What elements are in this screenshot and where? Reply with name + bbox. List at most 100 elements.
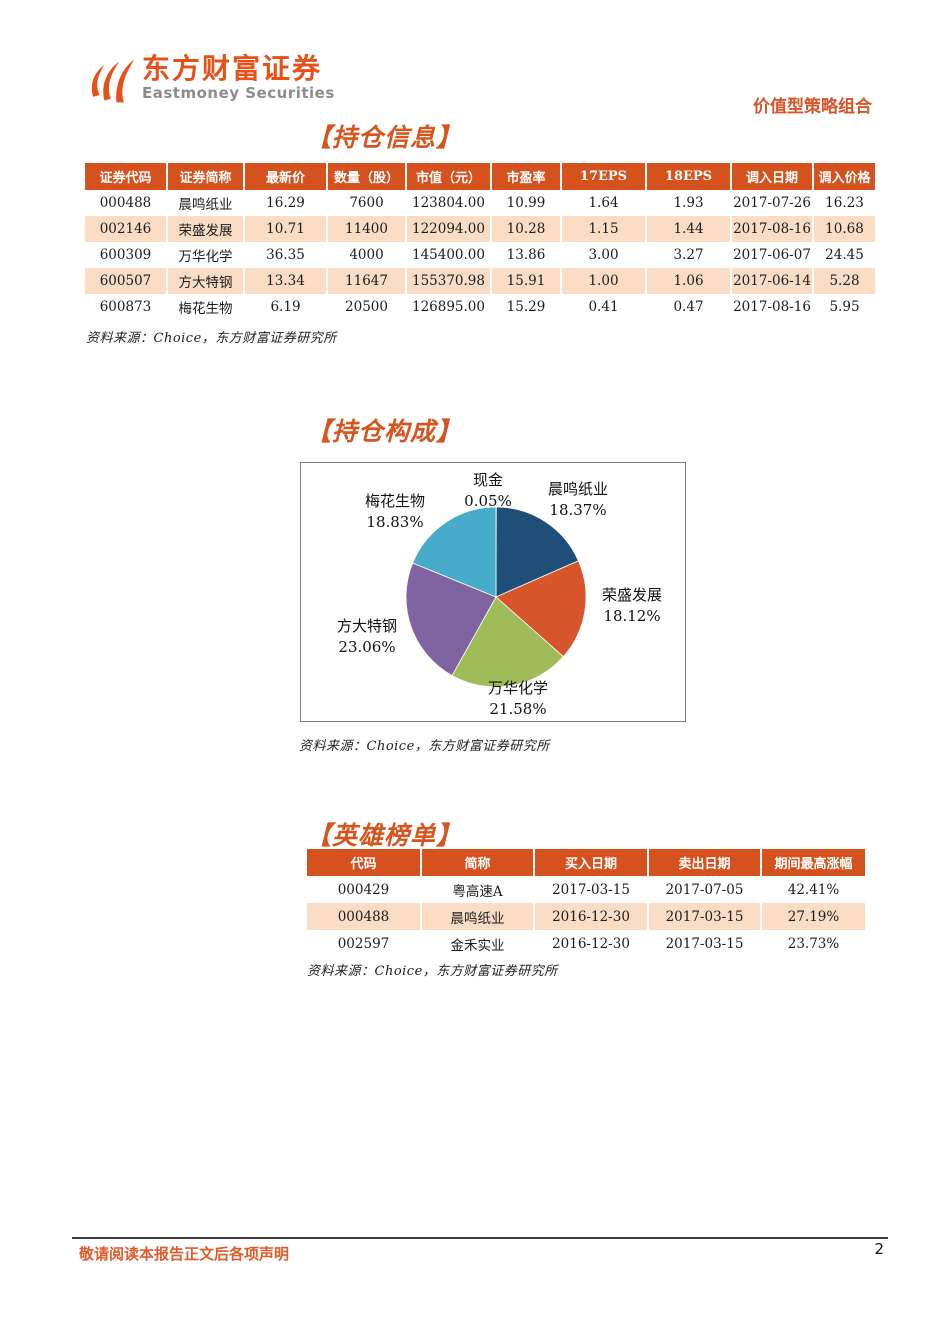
composition-source-note: 资料来源：Choice，东方财富证券研究所 (299, 739, 550, 754)
company-logo: 东方财富证券 Eastmoney Securities (82, 54, 335, 108)
cell: 2016-12-30 (534, 930, 649, 957)
cell: 002146 (85, 216, 168, 242)
table-row: 600873 梅花生物 6.19 20500 126895.00 15.29 0.41 0.4… (85, 294, 875, 320)
cell: 金禾实业 (421, 930, 535, 957)
cell: 2017-07-05 (648, 876, 762, 903)
cell: 0.47 (646, 294, 732, 320)
column-header: 简称 (421, 849, 535, 876)
footer-disclaimer: 敬请阅读本报告正文后各项声明 (79, 1245, 290, 1263)
pie-chart-svg (405, 506, 587, 688)
table-row: 002146 荣盛发展 10.71 11400 122094.00 10.28 1.15 1.… (85, 216, 875, 242)
cell: 1.06 (646, 268, 732, 294)
column-header: 证券代码 (85, 163, 168, 190)
cell: 方大特钢 (167, 268, 245, 294)
cell: 3.00 (561, 242, 647, 268)
column-header: 调入日期 (731, 163, 814, 190)
cell: 晨鸣纸业 (167, 190, 245, 216)
pie-label-晨鸣纸业: 晨鸣纸业 18.37% (547, 480, 609, 519)
table-row: 000488 晨鸣纸业 2016-12-30 2017-03-15 27.19% (307, 903, 865, 930)
cell: 15.29 (491, 294, 562, 320)
pie-slice-方大特钢 (405, 562, 497, 677)
column-header: 市盈率 (491, 163, 562, 190)
cell: 6.19 (244, 294, 328, 320)
column-header: 最新价 (244, 163, 328, 190)
table-row: 000429 粤高速A 2017-03-15 2017-07-05 42.41% (307, 876, 865, 903)
logo-cn-text: 东方财富证券 (142, 52, 323, 85)
cell: 2017-03-15 (648, 930, 762, 957)
column-header: 代码 (307, 849, 422, 876)
cell: 10.99 (491, 190, 562, 216)
pie-label-荣盛发展: 荣盛发展 18.12% (601, 586, 663, 625)
cell: 10.28 (491, 216, 562, 242)
cell: 13.34 (244, 268, 328, 294)
table-row: 000488 晨鸣纸业 16.29 7600 123804.00 10.99 1.64 1.9… (85, 190, 875, 216)
column-header: 期间最高涨幅 (761, 849, 865, 876)
table-row: 002597 金禾实业 2016-12-30 2017-03-15 23.73% (307, 930, 865, 957)
column-header: 买入日期 (534, 849, 649, 876)
cell: 2016-12-30 (534, 903, 649, 930)
cell: 梅花生物 (167, 294, 245, 320)
cell: 万华化学 (167, 242, 245, 268)
cell: 晨鸣纸业 (421, 903, 535, 930)
cell: 10.68 (813, 216, 875, 242)
cell: 600873 (85, 294, 168, 320)
cell: 126895.00 (406, 294, 492, 320)
cell: 2017-03-15 (534, 876, 649, 903)
footer-divider (72, 1237, 888, 1239)
cell: 42.41% (787, 881, 840, 898)
cell: 11647 (327, 268, 407, 294)
cell: 粤高速A (421, 876, 535, 903)
cell: 2017-06-07 (731, 242, 814, 268)
cell: 000429 (307, 876, 422, 903)
pie-label-万华化学: 万华化学 21.58% (487, 679, 549, 718)
pie-label-现金: 现金 0.05% (464, 471, 512, 510)
cell: 荣盛发展 (167, 216, 245, 242)
cell: 7600 (327, 190, 407, 216)
cell: 16.29 (244, 190, 328, 216)
cell: 15.91 (491, 268, 562, 294)
cell: 1.15 (561, 216, 647, 242)
column-header: 17EPS (561, 163, 647, 190)
cell: 24.45 (825, 247, 864, 263)
cell: 16.23 (825, 195, 864, 211)
cell: 122094.00 (406, 216, 492, 242)
cell: 2017-08-16 (731, 216, 814, 242)
cell: 10.71 (244, 216, 328, 242)
cell: 5.28 (813, 268, 875, 294)
cell: 0.41 (561, 294, 647, 320)
pie-slice-荣盛发展 (495, 560, 587, 658)
cell: 000488 (307, 903, 422, 930)
heroes-section-title: 【英雄榜单】 (306, 821, 463, 850)
cell: 123804.00 (406, 190, 492, 216)
cell: 2017-06-14 (731, 268, 814, 294)
cell: 002597 (307, 930, 422, 957)
cell: 155370.98 (406, 268, 492, 294)
column-header: 数量（股） (327, 163, 407, 190)
portfolio-type-label: 价值型策略组合 (753, 97, 872, 117)
cell: 23.73% (787, 935, 840, 952)
cell: 600507 (85, 268, 168, 294)
cell: 1.44 (646, 216, 732, 242)
column-header: 调入价格 (813, 163, 875, 190)
composition-section-title: 【持仓构成】 (306, 417, 463, 446)
cell: 3.27 (646, 242, 732, 268)
cell: 2017-07-26 (731, 190, 814, 216)
holdings-source-note: 资料来源：Choice，东方财富证券研究所 (86, 331, 337, 346)
cell: 145400.00 (406, 242, 492, 268)
pie-slice-梅花生物 (412, 506, 497, 598)
composition-pie-chart: 现金 0.05% 晨鸣纸业 18.37% 荣盛发展 18.12% 万华化学 21.58% 方大特… (300, 462, 686, 722)
heroes-table: 代码 简称 买入日期 卖出日期 期间最高涨幅 000429 粤高速A 2017-03-15 20… (307, 849, 865, 957)
cell: 2017-08-16 (731, 294, 814, 320)
cell: 5.95 (829, 299, 860, 315)
cell: 20500 (327, 294, 407, 320)
holdings-section-title: 【持仓信息】 (306, 123, 463, 152)
cell: 13.86 (491, 242, 562, 268)
cell: 36.35 (244, 242, 328, 268)
cell: 2017-03-15 (648, 903, 762, 930)
column-header: 市值（元） (406, 163, 492, 190)
column-header: 证券简称 (167, 163, 245, 190)
pie-slice-万华化学 (451, 596, 564, 688)
cell: 1.64 (561, 190, 647, 216)
column-header: 卖出日期 (648, 849, 762, 876)
eastmoney-flame-icon (91, 59, 135, 103)
